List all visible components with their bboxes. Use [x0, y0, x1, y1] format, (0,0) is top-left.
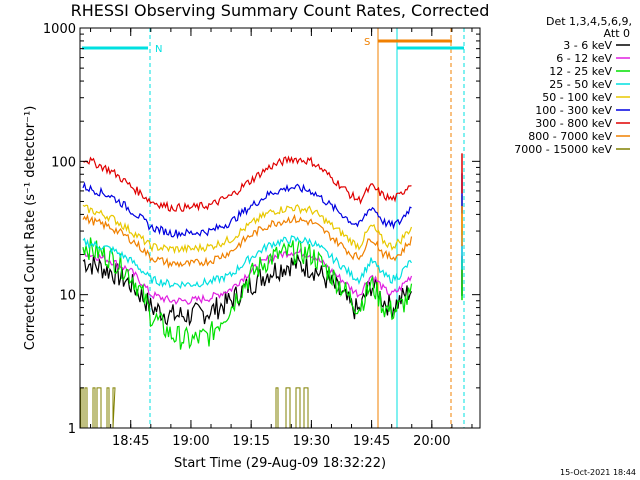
plot-area: NS	[79, 28, 465, 429]
series-line-0	[82, 254, 413, 327]
flag-label-n: N	[155, 44, 162, 55]
flag-label-s: S	[364, 37, 370, 48]
series-7	[82, 206, 463, 269]
x-tick-label: 19:45	[353, 434, 390, 449]
legend-label: 800 - 7000 keV	[528, 130, 612, 143]
footer-timestamp: 15-Oct-2021 18:44	[560, 468, 636, 477]
legend-label: 7000 - 15000 keV	[514, 143, 612, 156]
legend-header-line-2: Att 0	[604, 27, 630, 40]
series-2	[82, 237, 463, 350]
y-tick-label: 100	[51, 155, 76, 170]
series-line-4	[82, 204, 413, 255]
y-tick-label: 1	[68, 422, 76, 437]
series-line-2	[82, 237, 413, 350]
series-line-5	[82, 181, 412, 240]
series-line-8-1	[272, 387, 310, 429]
y-axis-label: Corrected Count Rate (s⁻¹ detector⁻¹)	[23, 106, 38, 351]
chart-title: RHESSI Observing Summary Count Rates, Co…	[71, 1, 490, 20]
x-axis-label: Start Time (29-Aug-09 18:32:22)	[174, 456, 386, 471]
x-tick-label: 19:00	[172, 434, 209, 449]
series-8	[80, 387, 310, 429]
x-tick-label: 18:45	[112, 434, 149, 449]
legend-label: 12 - 25 keV	[549, 65, 612, 78]
series-0	[82, 254, 463, 327]
legend-label: 3 - 6 keV	[563, 39, 612, 52]
legend-label: 50 - 100 keV	[542, 91, 612, 104]
legend-header-line-1: Det 1,3,4,5,6,9,	[546, 15, 632, 28]
plot-frame	[79, 27, 481, 429]
x-ticks: 18:45 19:00 19:15 19:30 19:45 20:00	[90, 28, 473, 449]
legend-label: 6 - 12 keV	[556, 52, 612, 65]
series-5	[82, 173, 463, 240]
legend-label: 300 - 800 keV	[535, 117, 612, 130]
series-line-8-0	[80, 387, 116, 429]
y-ticks: 1 10 100 1000	[43, 22, 480, 437]
x-tick-label: 19:30	[293, 434, 330, 449]
series-line-6	[82, 155, 412, 212]
series-6	[82, 153, 463, 212]
legend-label: 25 - 50 keV	[549, 78, 612, 91]
x-tick-label: 20:00	[413, 434, 450, 449]
legend-label: 100 - 300 keV	[535, 104, 612, 117]
y-tick-label: 10	[59, 289, 76, 304]
series-line-3	[82, 235, 412, 289]
series-line-7	[82, 213, 413, 269]
x-tick-label: 19:15	[232, 434, 269, 449]
y-tick-label: 1000	[43, 22, 76, 37]
series-line-1	[82, 247, 413, 306]
